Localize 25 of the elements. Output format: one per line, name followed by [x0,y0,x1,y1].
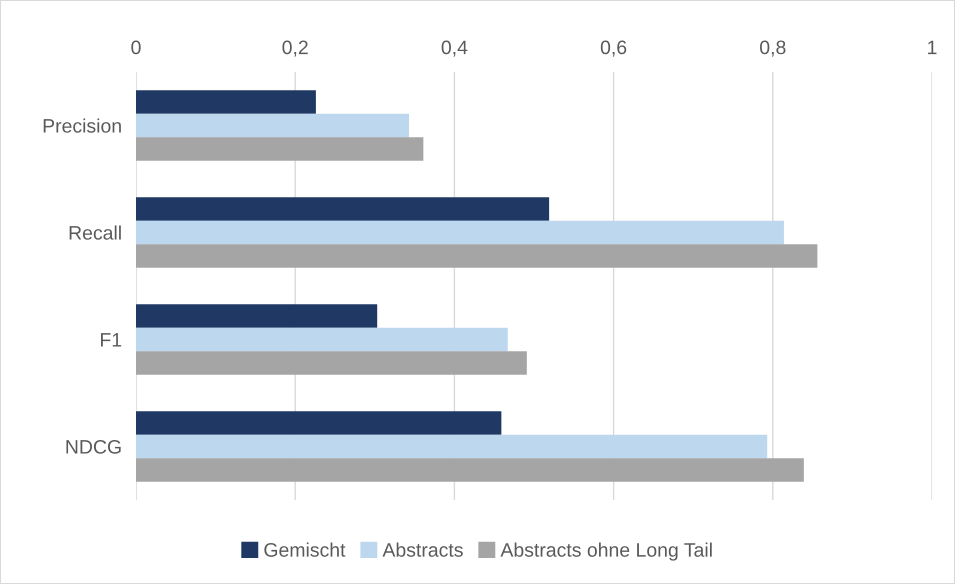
legend-label: Abstracts ohne Long Tail [500,542,712,561]
x-tick-label: 0,2 [282,40,308,57]
bar [136,137,424,161]
bar [136,328,508,352]
bar [136,114,410,138]
bar [136,411,502,435]
y-tick-label: NDCG [66,440,121,454]
bar [136,434,768,458]
x-tick-label: 0,4 [442,40,468,57]
x-tick-label: 0,8 [760,40,786,57]
bar [136,458,804,482]
x-tick-label: 0 [131,40,141,54]
y-tick-label: Precision [44,118,121,133]
y-tick-label: F1 [101,333,122,347]
bar [136,304,378,328]
x-tick-label: 1 [928,40,936,54]
bar [136,220,784,244]
bar [136,351,527,375]
bar [136,90,316,114]
bar [136,197,550,221]
legend-label: Abstracts [382,542,463,557]
legend-label: Gemischt [264,542,346,557]
bar [136,244,818,268]
y-tick-label: Recall [70,225,121,240]
x-tick-label: 0,6 [600,40,626,57]
